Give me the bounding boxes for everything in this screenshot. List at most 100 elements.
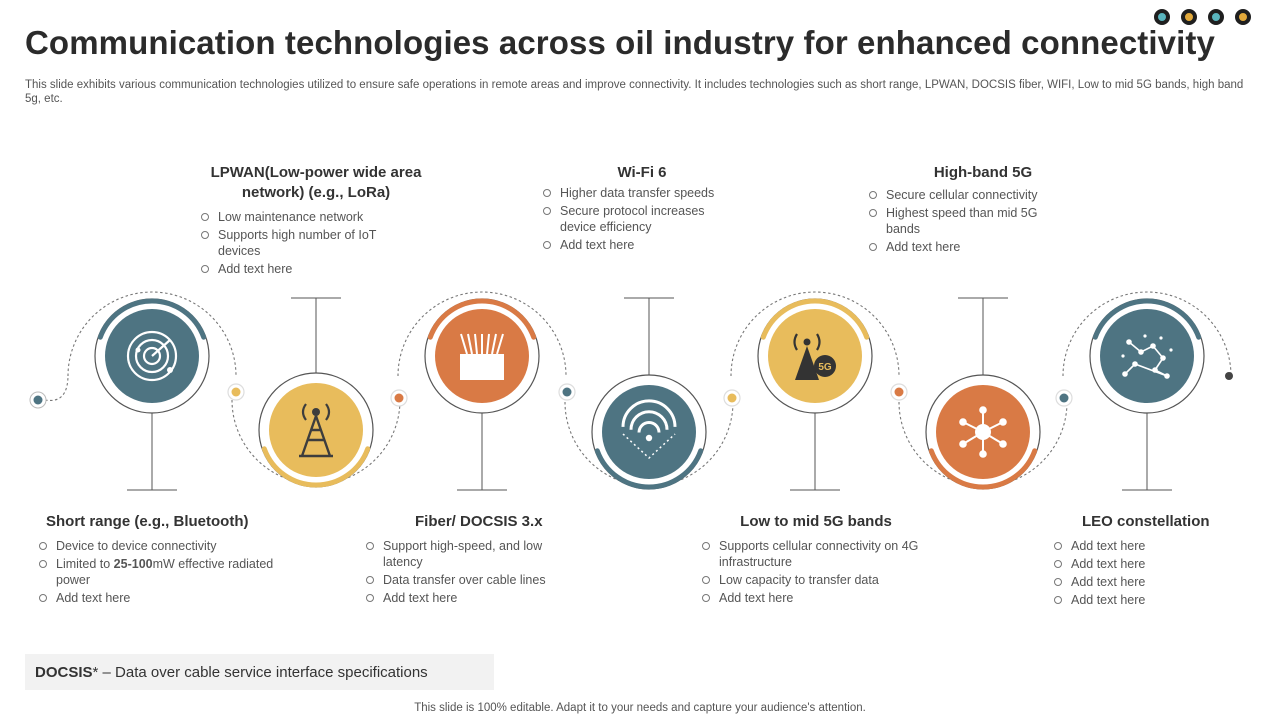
block-item: Support high-speed, and low latency — [365, 538, 565, 570]
join-dot — [894, 387, 904, 397]
end-dot — [1225, 372, 1233, 380]
block-short-range: Short range (e.g., Bluetooth) Device to … — [38, 512, 278, 608]
item-lead: Limited to — [56, 557, 114, 571]
star — [1160, 355, 1166, 361]
node-accent-arc — [261, 446, 371, 488]
wifi-arc — [629, 410, 669, 430]
hub-node — [979, 406, 987, 414]
star-small — [1159, 336, 1163, 340]
block-item: Add text here — [1053, 592, 1243, 608]
network-hub-icon — [959, 406, 1007, 458]
corner-dot — [1208, 9, 1224, 25]
tower-top — [312, 408, 320, 416]
block-item: Secure cellular connectivity — [868, 187, 1053, 203]
node-tower-5g: 5G — [757, 298, 873, 414]
wifi-arc — [637, 421, 661, 433]
fiber-optic-icon — [460, 333, 504, 380]
block-item: Higher data transfer speeds — [542, 185, 727, 201]
join-dot — [33, 395, 43, 405]
block-item: Add text here — [1053, 556, 1243, 572]
tower-waves — [301, 403, 331, 421]
block-item: Add text here — [1053, 574, 1243, 590]
join-dot — [1059, 393, 1069, 403]
join-dot — [394, 393, 404, 403]
block-title: Wi-Fi 6 — [617, 164, 667, 181]
radar-ring — [126, 330, 178, 382]
node-network-hub — [925, 374, 1041, 490]
block-leo: LEO constellation Add text here Add text… — [1053, 512, 1243, 610]
corner-dot — [1235, 9, 1251, 25]
block-item: Low maintenance network — [200, 209, 380, 225]
tower-5g-icon: 5G — [793, 333, 836, 380]
star — [1138, 349, 1144, 355]
block-low-mid-5g: Low to mid 5G bands Supports cellular co… — [701, 512, 931, 608]
connector-dash — [1062, 291, 1232, 377]
item-bold: 25-100 — [113, 557, 153, 571]
hub-center — [975, 424, 991, 440]
block-item: Add text here — [365, 590, 565, 606]
radar-icon — [126, 330, 178, 382]
block-fiber: Fiber/ DOCSIS 3.x Support high-speed, an… — [365, 512, 585, 608]
wifi-dot — [645, 434, 653, 442]
node-accent-arc — [427, 298, 537, 340]
star — [1132, 361, 1138, 367]
note-text: * – Data over cable service interface sp… — [92, 664, 428, 681]
corner-dot — [1181, 9, 1197, 25]
node-fill — [602, 385, 696, 479]
footer-note: This slide is 100% editable. Adapt it to… — [414, 702, 866, 714]
tower-top — [803, 338, 811, 346]
join-dot — [231, 387, 241, 397]
node-cell-tower — [258, 372, 374, 488]
node-accent-arc — [1092, 298, 1202, 340]
node-constellation — [1089, 298, 1205, 414]
hub-node — [959, 418, 967, 426]
block-lpwan: LPWAN(Low-power wide area network) (e.g.… — [200, 163, 432, 279]
radar-sweep — [151, 339, 171, 357]
block-item: Add text here — [200, 261, 380, 277]
wifi-icon — [621, 399, 677, 460]
node-accent-arc — [760, 298, 870, 340]
join-dot — [727, 393, 737, 403]
connector-lines — [29, 291, 1233, 491]
block-high-band-5g: High-band 5G Secure cellular connectivit… — [868, 163, 1098, 257]
block-title: Low to mid 5G bands — [740, 513, 892, 530]
block-item: Device to device connectivity — [38, 538, 278, 554]
corner-dots — [1154, 9, 1251, 25]
join-dot — [562, 387, 572, 397]
block-item: Add text here — [542, 237, 727, 253]
radar-blip — [135, 347, 141, 353]
connector-dash — [44, 374, 69, 402]
block-title: Fiber/ DOCSIS 3.x — [415, 513, 543, 530]
block-item: Add text here — [1053, 538, 1243, 554]
note-term: DOCSIS — [35, 664, 93, 681]
connector-dash — [397, 291, 567, 377]
fiber-strand — [496, 333, 504, 355]
block-title: LEO constellation — [1082, 513, 1210, 530]
node-accent-arc — [594, 448, 704, 490]
badge-5g-text: 5G — [818, 362, 832, 373]
node-accent-arc — [97, 298, 207, 340]
node-fill — [768, 309, 862, 403]
star — [1152, 367, 1158, 373]
tower-waves — [793, 333, 821, 351]
wifi-arc — [621, 399, 677, 427]
block-item: Add text here — [38, 590, 278, 606]
wifi-frame — [622, 433, 676, 460]
radar-ring — [142, 346, 162, 366]
block-title: LPWAN(Low-power wide area network) (e.g.… — [210, 164, 422, 201]
hub-node — [959, 440, 967, 448]
node-fiber-optic — [424, 298, 540, 414]
block-title: High-band 5G — [933, 164, 1033, 181]
connector-dash — [730, 291, 900, 377]
technology-nodes: 5G — [94, 298, 1205, 490]
fiber-box — [460, 354, 504, 380]
tower-body — [299, 415, 333, 458]
block-item: Supports cellular connectivity on 4G inf… — [701, 538, 919, 570]
tower-body — [795, 346, 819, 380]
fiber-strand — [486, 333, 490, 355]
block-item: Limited to 25-100mW effective radiated p… — [38, 556, 278, 588]
hub-node — [999, 440, 1007, 448]
node-wifi — [591, 374, 707, 490]
star-link — [1134, 363, 1168, 377]
